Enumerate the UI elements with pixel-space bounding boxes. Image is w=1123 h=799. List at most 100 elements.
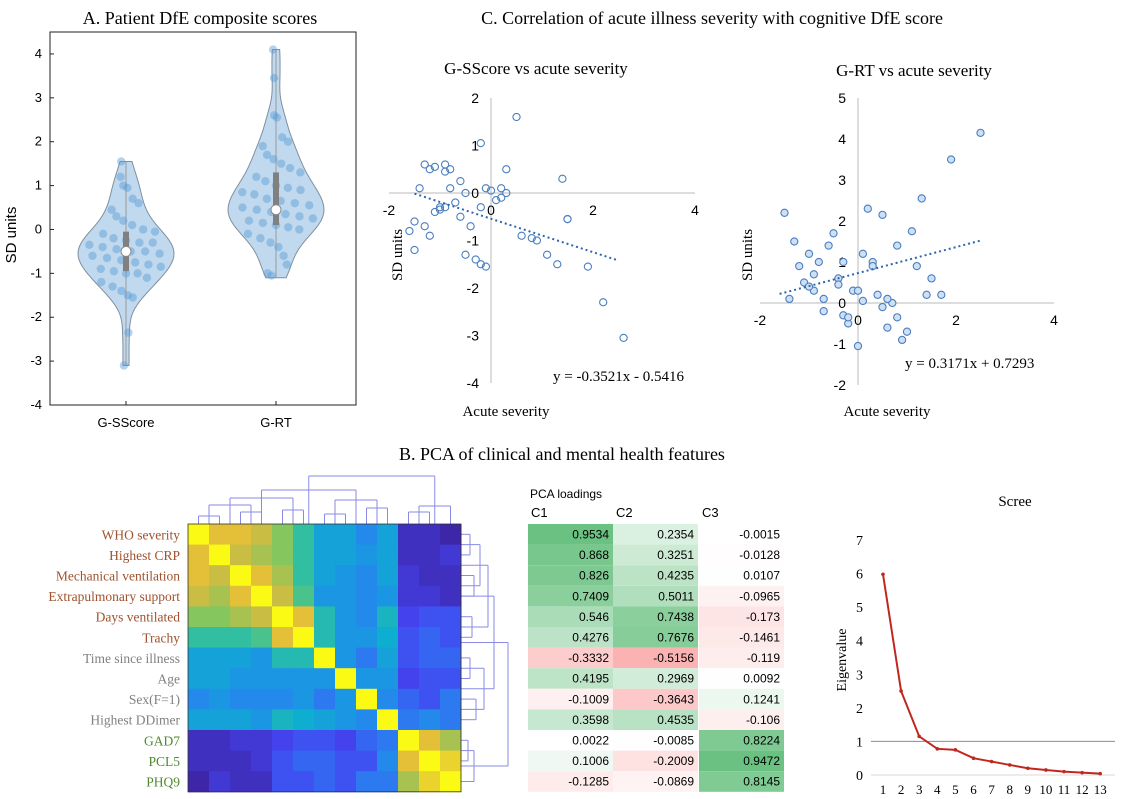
heatmap-row-label: PHQ9 (146, 775, 180, 790)
heatmap-cell (377, 771, 399, 793)
scree-point (971, 756, 976, 761)
pca-loadings-cell (613, 771, 698, 792)
violin-iqr (273, 172, 279, 226)
pca-loadings-table: PCA loadings C1 C2 C3 0.9534 0.2354 -0.0015 0.… (528, 487, 784, 792)
pca-loadings-cell (528, 688, 613, 710)
heatmap-cell (230, 730, 252, 752)
scree-x-tick-label: 7 (988, 782, 995, 797)
pca-loadings-cell (528, 544, 613, 566)
heatmap-cell (335, 606, 357, 628)
violin-point (109, 234, 118, 243)
scatter-point (563, 214, 572, 224)
heatmap-cell (419, 771, 441, 793)
heatmap-cell (398, 668, 420, 690)
violin-point (283, 223, 293, 232)
scatter-point (824, 241, 833, 250)
heatmap-cell (419, 544, 441, 566)
heatmap-row-label: Trachy (142, 630, 180, 645)
violin-point (98, 229, 108, 239)
pca-loadings-cell (699, 730, 784, 751)
scatter-point (425, 231, 434, 240)
heatmap-cell (398, 606, 420, 628)
pca-loadings-value: -0.5156 (653, 651, 694, 665)
violin-point (258, 141, 267, 151)
violin-point (88, 251, 97, 260)
heatmap-cell (335, 771, 357, 793)
scatter-point (853, 341, 863, 351)
violin-point (97, 277, 106, 287)
pca-loadings-value: 0.2969 (657, 672, 694, 686)
scatter-point (780, 208, 789, 217)
violin-point (155, 249, 164, 258)
violin-point (134, 198, 143, 208)
heatmap-cell (314, 709, 336, 731)
dendrogram-right (461, 533, 509, 782)
scatter-y-tick-label: 5 (838, 90, 846, 106)
pca-loadings-cell (528, 730, 613, 751)
heatmap-cell (314, 730, 336, 752)
heatmap-cell (209, 647, 231, 669)
heatmap-cell (230, 565, 252, 587)
scatter-point (917, 194, 926, 203)
scree-y-tick-label: 5 (856, 601, 863, 616)
heatmap-cell (209, 771, 231, 793)
heatmap-cell (314, 750, 336, 772)
pca-loadings-cell (699, 524, 784, 545)
heatmap-cell (251, 750, 273, 772)
heatmap-cell (356, 750, 378, 772)
pca-loadings-value: 0.1241 (743, 692, 780, 706)
scatter-point (446, 165, 455, 174)
heatmap-cell (356, 709, 378, 731)
heatmap-cell (188, 668, 210, 690)
scatter2-equation: y = 0.3171x + 0.7293 (905, 356, 1034, 372)
scatter1-x-axis-label: Acute severity (462, 404, 550, 420)
violin-point (112, 245, 121, 254)
pca-loadings-value: 0.3251 (657, 548, 694, 562)
heatmap-cell (335, 647, 357, 669)
violin-point (156, 262, 166, 271)
scatter-y-tick-label: 3 (838, 172, 846, 188)
heatmap-cell (377, 688, 399, 710)
scatter-point (893, 313, 902, 322)
dendrogram-top (198, 475, 451, 524)
scatter-point (902, 327, 912, 336)
heatmap-cell (356, 524, 378, 546)
scatter-point (927, 274, 936, 283)
violin-point (278, 133, 287, 142)
scree-x-tick-label: 2 (898, 782, 905, 797)
pca-loadings-value: 0.9534 (572, 528, 609, 542)
scatter-point (476, 203, 485, 212)
pca-loadings-value: -0.173 (746, 610, 780, 624)
scatter1-equation: y = -0.3521x - 0.5416 (553, 369, 684, 385)
scatter-point (878, 210, 887, 219)
heatmap-cell (230, 668, 252, 690)
scree-x-tick-label: 10 (1039, 782, 1052, 797)
violin-point (130, 258, 140, 267)
heatmap-row-label: Age (158, 672, 181, 687)
scatter-point (878, 302, 887, 312)
scree-x-tick-label: 8 (1006, 782, 1013, 797)
heatmap-cell (377, 730, 399, 752)
violin-point (272, 113, 282, 122)
violin-point (296, 168, 305, 177)
scatter1-chart: G-SScore vs acute severity -2 0 2 4 -4 -3 -2 -1… (383, 59, 699, 420)
heatmap-cell (251, 606, 273, 628)
scatter-point (897, 335, 907, 345)
pca-loadings-cell (613, 544, 698, 566)
heatmap-cell (419, 730, 441, 752)
heatmap-cell (398, 524, 420, 546)
pca-loadings-value: 0.0092 (743, 672, 780, 686)
heatmap-row-label: WHO severity (102, 527, 181, 542)
violin-point (295, 225, 304, 234)
pca-loadings-value: 0.7409 (572, 589, 609, 603)
scatter2-x-axis-label: Acute severity (843, 404, 931, 420)
pca-loadings-column-header: C2 (616, 505, 633, 520)
scatter-point (542, 250, 552, 259)
violin-y-tick-label: -3 (30, 353, 42, 368)
scatter-point (502, 165, 511, 174)
scatter-point (819, 307, 828, 316)
scatter-point (420, 222, 429, 231)
scatter-point (853, 286, 863, 295)
scatter-point (481, 184, 491, 193)
heatmap-cell (230, 544, 252, 566)
